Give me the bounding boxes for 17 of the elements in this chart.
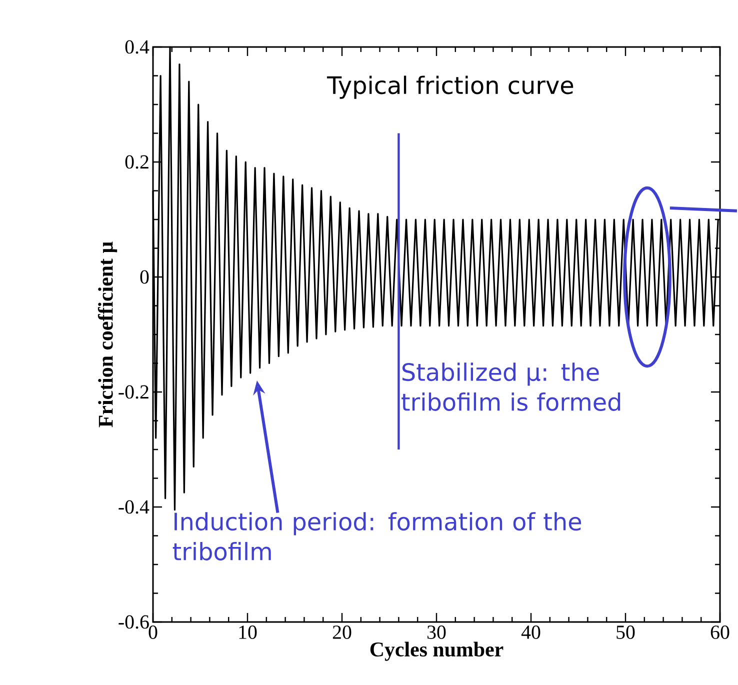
x-tick-label: 60 [710, 626, 730, 639]
y-tick-label: -0.6 [118, 615, 149, 629]
y-tick-label: 0.2 [125, 155, 148, 169]
x-axis-title: Cycles number [370, 642, 504, 661]
x-tick-label: 10 [239, 626, 257, 639]
y-axis-title: Friction coefficient μ [98, 242, 118, 428]
x-tick-label: 20 [332, 626, 352, 639]
text: Typical friction curve [326, 76, 574, 99]
x-tick-label: 50 [616, 626, 635, 639]
ref-line-label: Stabilized μ: the tribofilm is formed [402, 362, 620, 411]
annotation: Induction period: formation of the tribofilm [172, 512, 582, 560]
y-tick-label: 0 [140, 270, 149, 284]
y-tick-label: 0.4 [125, 40, 150, 54]
y-tick-label: -0.2 [118, 385, 148, 399]
x-tick-label: 30 [427, 626, 446, 639]
y-tick-label: -0.4 [118, 500, 150, 514]
x-tick-label: 40 [521, 626, 540, 639]
